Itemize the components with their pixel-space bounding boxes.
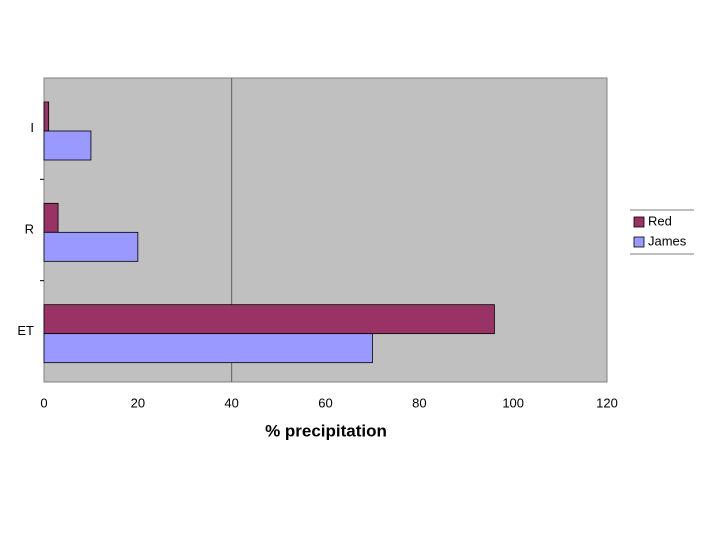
x-tick-label: 120 [596, 395, 618, 410]
y-tick-label: I [30, 120, 34, 135]
x-tick-label: 20 [131, 395, 145, 410]
x-axis-title: % precipitation [265, 421, 387, 440]
x-tick-label: 40 [224, 395, 238, 410]
y-tick-label: R [25, 221, 34, 236]
x-tick-label: 80 [412, 395, 426, 410]
bar [43, 333, 373, 364]
x-tick-label: 60 [318, 395, 332, 410]
bar [43, 130, 92, 161]
x-tick-label: 0 [40, 395, 47, 410]
legend-swatch [633, 236, 645, 248]
bar [43, 202, 59, 233]
legend-label: Red [648, 213, 672, 228]
legend-label: James [648, 233, 687, 248]
y-tick-label: ET [17, 323, 34, 338]
bar [43, 304, 495, 335]
bar [43, 101, 50, 132]
bar [43, 231, 139, 262]
x-tick-label: 100 [502, 395, 524, 410]
legend-swatch [633, 216, 645, 228]
